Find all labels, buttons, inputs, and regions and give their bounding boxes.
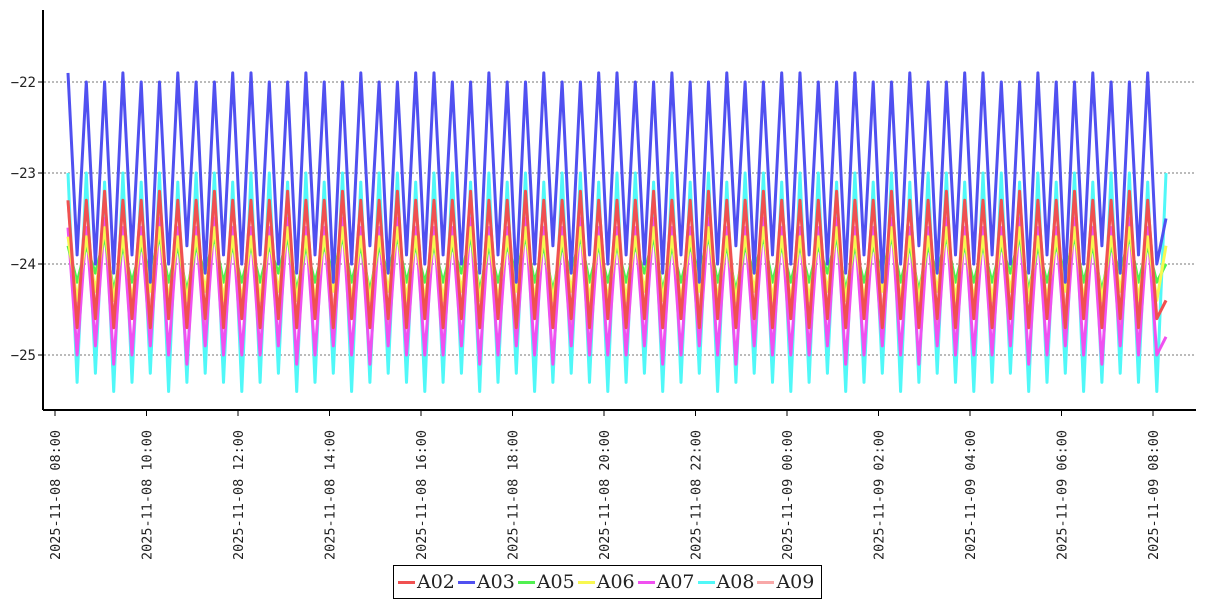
legend-swatch xyxy=(398,580,415,584)
legend-label: A02 xyxy=(417,571,455,593)
series-line-a07 xyxy=(66,217,1168,366)
x-tick-label: 2025-11-09 02:00 xyxy=(872,430,888,560)
legend-swatch xyxy=(577,580,595,584)
legend-swatch xyxy=(637,580,655,584)
x-tick-label: 2025-11-08 16:00 xyxy=(414,430,430,560)
legend: A02 A03 A05 A06 A07 A08 A09 xyxy=(393,565,823,599)
legend-label: A08 xyxy=(716,571,755,593)
legend-item-a02: A02 xyxy=(398,571,455,593)
legend-item-a09: A09 xyxy=(757,571,814,593)
legend-item-a05: A05 xyxy=(517,571,575,593)
legend-label: A03 xyxy=(476,571,515,593)
x-tick-label: 2025-11-09 08:00 xyxy=(1146,430,1162,560)
y-tick-label: −24 xyxy=(11,257,36,273)
y-tick-label: −22 xyxy=(11,75,36,91)
x-tick-label: 2025-11-08 12:00 xyxy=(231,430,247,560)
legend-label: A07 xyxy=(656,571,695,593)
legend-item-a06: A06 xyxy=(577,571,635,593)
series-line-a08 xyxy=(66,171,1168,393)
legend-label: A05 xyxy=(536,571,575,593)
x-tick-label: 2025-11-08 20:00 xyxy=(597,430,613,560)
x-tick-label: 2025-11-08 22:00 xyxy=(689,430,705,560)
y-tick-labels: −22 −23 −24 −25 xyxy=(11,75,43,364)
legend-swatch xyxy=(697,580,715,584)
series-line-a02 xyxy=(66,189,1168,330)
x-tick-label: 2025-11-09 00:00 xyxy=(780,430,796,560)
x-tick-label: 2025-11-09 06:00 xyxy=(1055,430,1071,560)
x-tick-label: 2025-11-08 08:00 xyxy=(48,430,64,560)
x-tick-labels: 2025-11-08 08:00 2025-11-08 10:00 2025-11-… xyxy=(48,410,1162,560)
series-line-a03 xyxy=(66,71,1168,284)
legend-swatch xyxy=(457,580,475,584)
series-group xyxy=(66,71,1168,393)
legend-swatch xyxy=(517,580,535,584)
y-tick-label: −23 xyxy=(11,166,36,182)
legend-item-a08: A08 xyxy=(697,571,755,593)
x-tick-label: 2025-11-08 10:00 xyxy=(140,430,156,560)
legend-label: A06 xyxy=(596,571,635,593)
series-line-a06 xyxy=(66,226,1168,302)
legend-item-a03: A03 xyxy=(457,571,515,593)
legend-swatch xyxy=(757,580,775,584)
x-tick-label: 2025-11-08 14:00 xyxy=(323,430,339,560)
x-tick-label: 2025-11-08 18:00 xyxy=(506,430,522,560)
legend-item-a07: A07 xyxy=(637,571,695,593)
y-tick-label: −25 xyxy=(11,348,36,364)
legend-label: A09 xyxy=(776,571,815,593)
x-tick-label: 2025-11-09 04:00 xyxy=(963,430,979,560)
